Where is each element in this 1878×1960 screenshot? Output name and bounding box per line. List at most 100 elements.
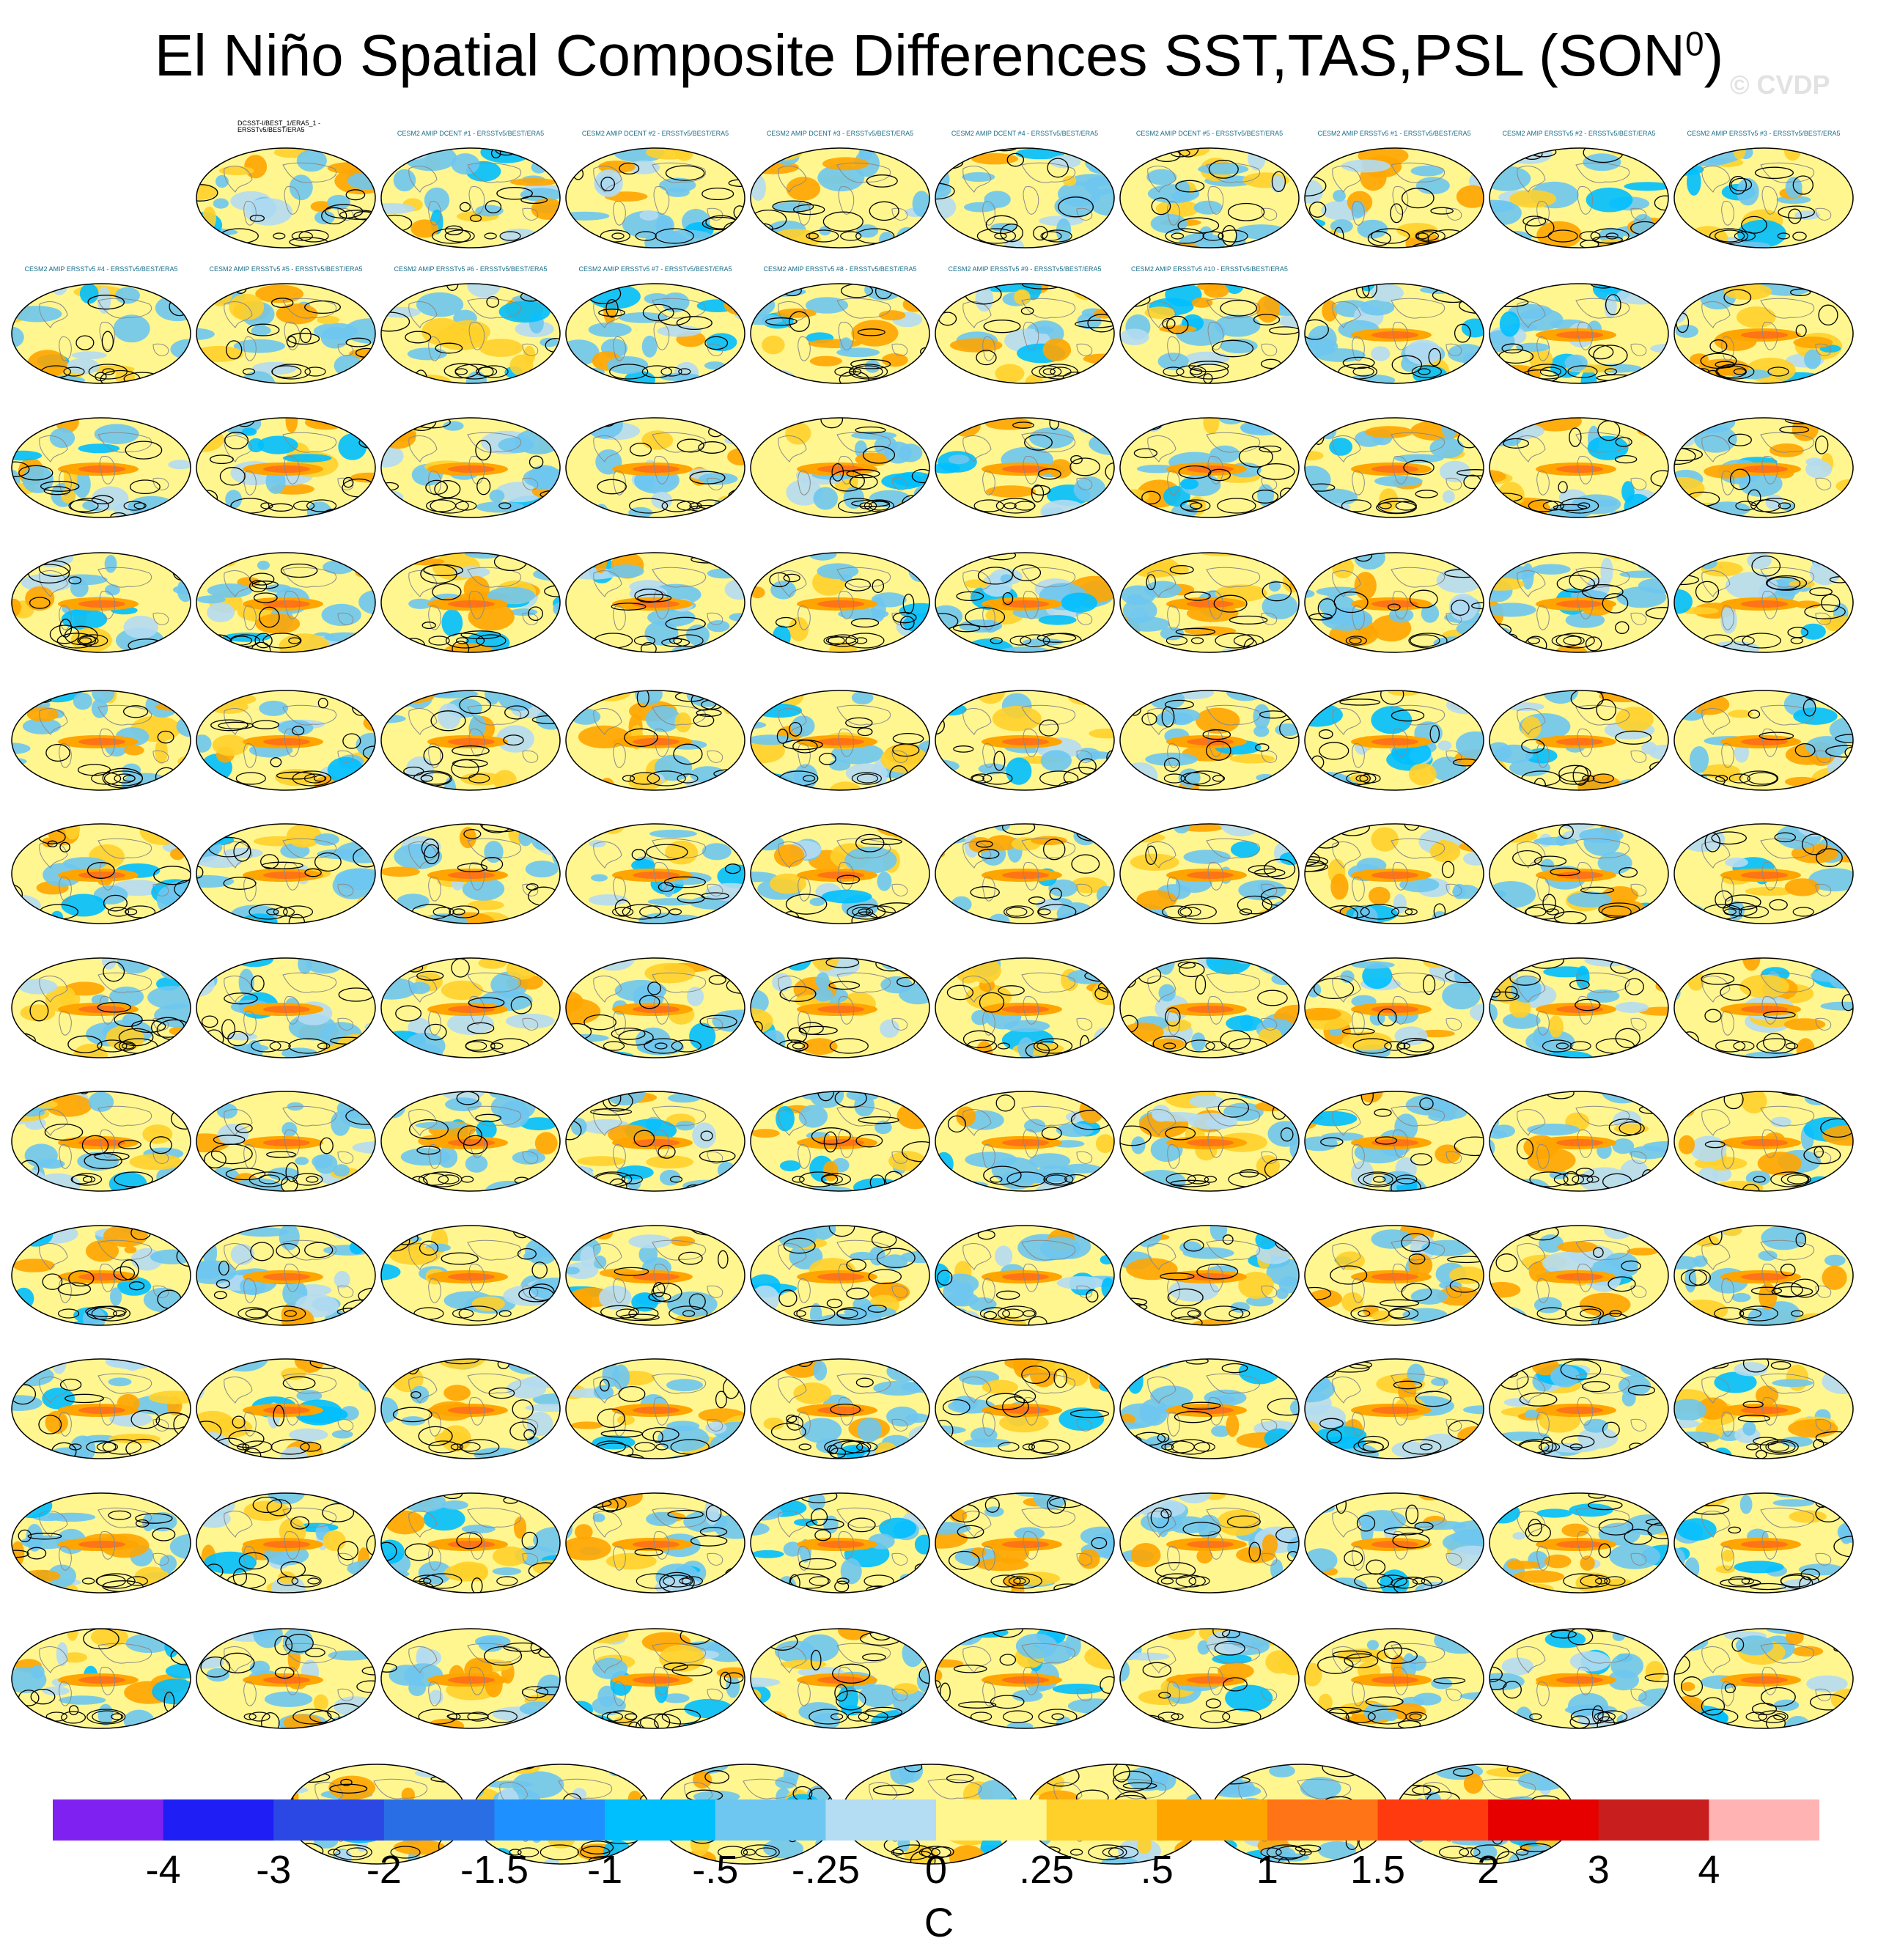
map-panel: [749, 1074, 931, 1193]
map-panel: [934, 806, 1116, 925]
world-map: [935, 1225, 1115, 1326]
world-map: [1304, 1091, 1484, 1192]
map-panel: CESM2 AMIP ERSSTv5 #1 - ERSSTv5/BEST/ERA…: [1303, 130, 1485, 249]
map-panel: [1119, 535, 1300, 654]
world-map: [1489, 283, 1669, 384]
world-map: [1304, 690, 1484, 791]
world-map: [750, 957, 930, 1058]
map-panel: [1303, 266, 1485, 385]
world-map: [196, 283, 376, 384]
world-map: [380, 1358, 561, 1459]
map-panel: [380, 940, 561, 1059]
cvdp-watermark: © CVDP: [1730, 70, 1830, 100]
world-map: [1673, 1492, 1854, 1594]
map-panel: [1488, 1074, 1670, 1193]
panel-title: CESM2 AMIP ERSSTv5 #9 - ERSSTv5/BEST/ERA…: [948, 266, 1102, 273]
map-panel: [1119, 1475, 1300, 1594]
map-panel: [1119, 1074, 1300, 1193]
panel-title: CESM2 AMIP DCENT #4 - ERSSTv5/BEST/ERA5: [951, 130, 1099, 137]
colorbar-tick-label: -1.5: [460, 1848, 529, 1892]
map-panel: [749, 1341, 931, 1460]
colorbar-swatch: [1267, 1799, 1379, 1841]
map-panel: [1303, 1611, 1485, 1730]
colorbar-tick-label: -2: [366, 1848, 402, 1892]
panel-title: DCSST-I/BEST_1/ERA5_1 - ERSSTv5/BEST/ERA…: [237, 120, 321, 133]
world-map: [750, 1358, 930, 1459]
panel-title: CESM2 AMIP ERSSTv5 #8 - ERSSTv5/BEST/ERA…: [763, 266, 917, 273]
world-map: [196, 147, 376, 248]
world-map: [1673, 957, 1854, 1058]
world-map: [1489, 1225, 1669, 1326]
world-map: [1489, 552, 1669, 653]
panel-title: CESM2 AMIP ERSSTv5 #2 - ERSSTv5/BEST/ERA…: [1502, 130, 1656, 137]
map-panel: [1488, 940, 1670, 1059]
colorbar-swatch: [163, 1799, 274, 1841]
map-panel: [10, 673, 192, 792]
world-map: [565, 552, 745, 653]
world-map: [1304, 957, 1484, 1058]
map-panel: [1488, 400, 1670, 519]
map-panel: [1119, 806, 1300, 925]
map-panel: [1303, 1341, 1485, 1460]
map-panel: [564, 400, 746, 519]
world-map: [935, 1628, 1115, 1729]
map-panel: CESM2 AMIP DCENT #5 - ERSSTv5/BEST/ERA5: [1119, 130, 1300, 249]
world-map: [1673, 1628, 1854, 1729]
world-map: [1119, 1628, 1300, 1729]
map-panel: CESM2 AMIP DCENT #1 - ERSSTv5/BEST/ERA5: [380, 130, 561, 249]
map-panel: [380, 806, 561, 925]
colorbar-swatch: [383, 1799, 496, 1841]
map-panel: [1119, 1611, 1300, 1730]
title-text: El Niño Spatial Composite Differences SS…: [154, 23, 1685, 88]
panel-title: CESM2 AMIP ERSSTv5 #4 - ERSSTv5/BEST/ERA…: [24, 266, 178, 273]
map-panel: CESM2 AMIP ERSSTv5 #5 - ERSSTv5/BEST/ERA…: [195, 266, 377, 385]
map-panel: [749, 1611, 931, 1730]
map-panel: [934, 940, 1116, 1059]
world-map: [935, 957, 1115, 1058]
world-map: [196, 417, 376, 518]
world-map: [935, 147, 1115, 248]
map-panel: [564, 1475, 746, 1594]
world-map: [1673, 690, 1854, 791]
map-panel: [934, 673, 1116, 792]
map-panel: [749, 400, 931, 519]
panel-title: CESM2 AMIP DCENT #1 - ERSSTv5/BEST/ERA5: [397, 130, 545, 137]
world-map: [11, 283, 191, 384]
world-map: [380, 1091, 561, 1192]
world-map: [1673, 1225, 1854, 1326]
panel-title: CESM2 AMIP ERSSTv5 #1 - ERSSTv5/BEST/ERA…: [1317, 130, 1471, 137]
world-map: [1304, 1492, 1484, 1594]
panel-title: CESM2 AMIP ERSSTv5 #3 - ERSSTv5/BEST/ERA…: [1687, 130, 1841, 137]
map-panel: [10, 1341, 192, 1460]
title-superscript: 0: [1685, 24, 1704, 63]
map-panel: [1119, 673, 1300, 792]
world-map: [565, 147, 745, 248]
map-panel: [1488, 1208, 1670, 1327]
map-panel: CESM2 AMIP ERSSTv5 #4 - ERSSTv5/BEST/ERA…: [10, 266, 192, 385]
map-panel: [564, 806, 746, 925]
map-panel: CESM2 AMIP DCENT #2 - ERSSTv5/BEST/ERA5: [564, 130, 746, 249]
colorbar-swatch: [715, 1799, 826, 1841]
world-map: [935, 823, 1115, 924]
world-map: [11, 1091, 191, 1192]
figure-title: El Niño Spatial Composite Differences SS…: [0, 22, 1878, 89]
map-panel: [1488, 535, 1670, 654]
world-map: [380, 1628, 561, 1729]
world-map: [380, 957, 561, 1058]
colorbar-tick-label: .5: [1140, 1848, 1174, 1892]
world-map: [1673, 823, 1854, 924]
colorbar-swatch: [936, 1799, 1047, 1841]
map-panel: CESM2 AMIP ERSSTv5 #8 - ERSSTv5/BEST/ERA…: [749, 266, 931, 385]
map-panel: [564, 535, 746, 654]
world-map: [196, 823, 376, 924]
world-map: [1489, 690, 1669, 791]
map-panel: [749, 1208, 931, 1327]
map-panel: [195, 1074, 377, 1193]
world-map: [1304, 1225, 1484, 1326]
world-map: [11, 552, 191, 653]
map-panel: [1673, 1475, 1855, 1594]
world-map: [1119, 690, 1300, 791]
colorbar-swatch: [1377, 1799, 1489, 1841]
map-panel: [195, 535, 377, 654]
map-panel: [1673, 1208, 1855, 1327]
